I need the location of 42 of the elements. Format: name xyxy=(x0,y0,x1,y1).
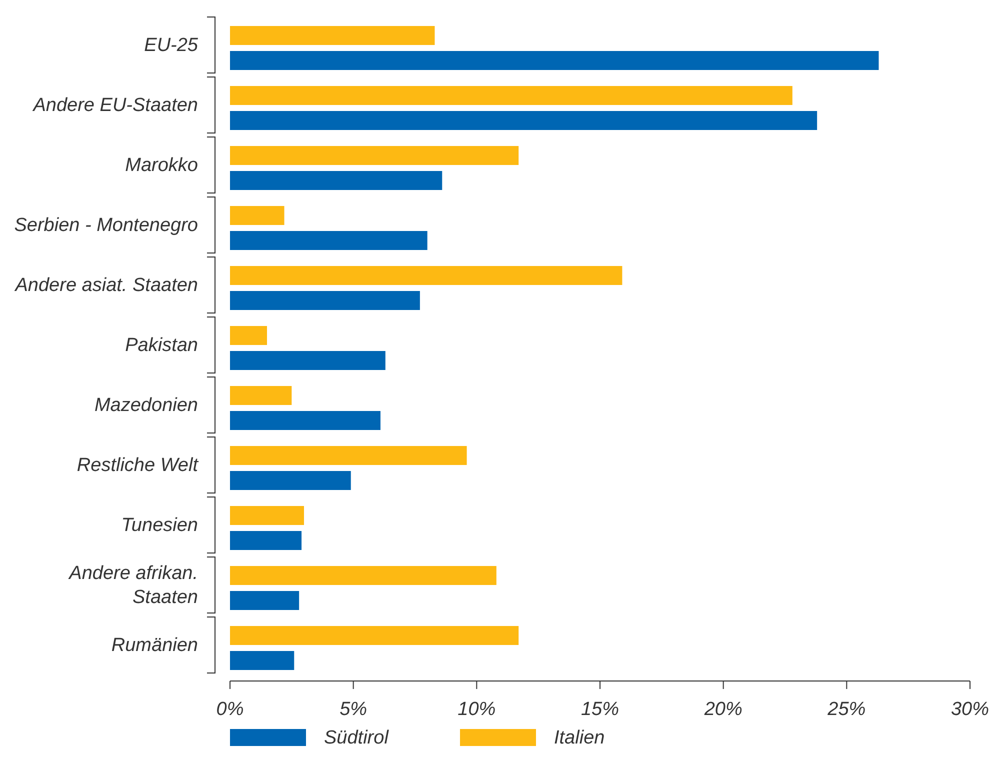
bar xyxy=(230,386,292,405)
x-tick-label: 25% xyxy=(826,699,866,720)
bar xyxy=(230,566,496,585)
bar xyxy=(230,86,792,105)
x-tick-label: 10% xyxy=(458,699,496,720)
y-tick-label: Restliche Welt xyxy=(76,454,199,476)
x-tick-label: 15% xyxy=(580,699,620,720)
bar xyxy=(230,446,467,465)
y-tick-label: Tunesien xyxy=(121,514,198,536)
y-tick-label: Rumänien xyxy=(111,634,198,656)
y-tick-label: Andere asiat. Staaten xyxy=(14,274,198,296)
bar xyxy=(230,206,284,225)
bar xyxy=(230,531,302,550)
bar xyxy=(230,26,435,45)
legend-label: Südtirol xyxy=(324,728,390,748)
y-tick-label: Marokko xyxy=(125,154,198,176)
bar xyxy=(230,111,818,130)
bar xyxy=(230,266,622,285)
bar xyxy=(230,411,380,430)
y-tick-label: Pakistan xyxy=(125,334,198,356)
bar xyxy=(230,351,386,370)
bar xyxy=(230,471,351,490)
bar xyxy=(230,591,300,610)
x-tick-label: 30% xyxy=(950,699,990,720)
y-tick-label: Andere afrikan. Staaten xyxy=(68,562,198,608)
bar xyxy=(230,651,294,670)
y-tick-label: Serbien - Montenegro xyxy=(14,214,198,236)
bar xyxy=(230,146,519,165)
x-tick-label: 20% xyxy=(703,699,742,720)
x-tick-label: 0% xyxy=(216,699,244,720)
bar xyxy=(230,231,428,250)
bar xyxy=(230,291,420,310)
y-tick-label: Mazedonien xyxy=(94,394,198,416)
bar xyxy=(230,51,879,70)
bar xyxy=(230,626,519,645)
y-tick-label: Andere EU-Staaten xyxy=(32,94,198,116)
y-tick-label: EU-25 xyxy=(144,34,198,56)
bar xyxy=(230,506,304,525)
legend-label: Italien xyxy=(554,728,605,748)
bar xyxy=(230,326,267,345)
x-tick-label: 5% xyxy=(340,699,368,720)
bar xyxy=(230,171,442,190)
